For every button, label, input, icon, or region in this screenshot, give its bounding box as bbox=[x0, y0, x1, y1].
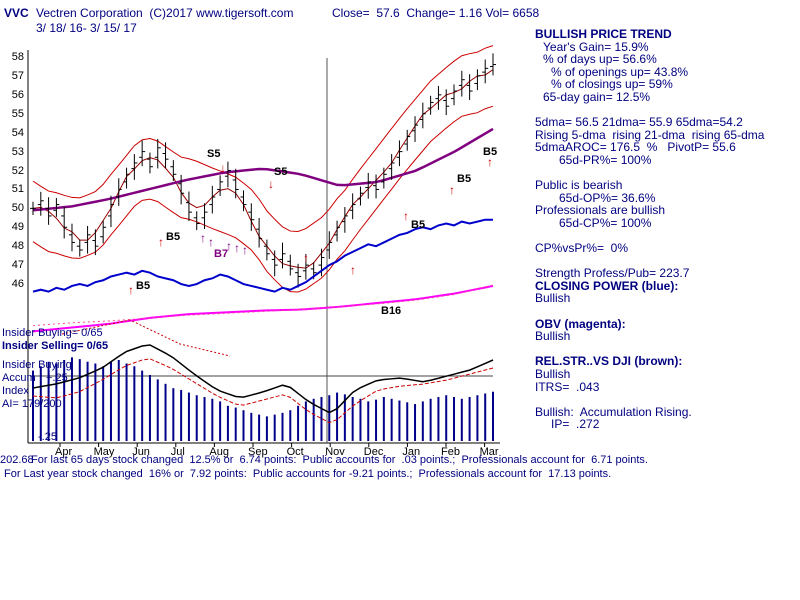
y-axis-tick-label: 55 bbox=[11, 107, 24, 120]
header-title: Vectren Corporation (C)2017 www.tigersof… bbox=[36, 6, 294, 20]
month-label: Jan bbox=[402, 446, 421, 458]
month-label: Feb bbox=[441, 446, 460, 458]
signal-label: B5 bbox=[411, 219, 426, 231]
y-axis-tick-label: 47 bbox=[11, 259, 24, 272]
analysis-line: % of openings up= 43.8% bbox=[551, 64, 689, 79]
analysis-line: Strength Profess/Pub= 223.7 bbox=[535, 266, 690, 281]
date-range: 3/ 18/ 16- 3/ 15/ 17 bbox=[36, 21, 137, 35]
up-arrow-icon: ↑ bbox=[226, 239, 232, 253]
footer-line-2: For Last year stock changed 16% or 7.92 … bbox=[4, 468, 612, 480]
y-axis-tick-label: 53 bbox=[11, 145, 24, 158]
month-label: Jul bbox=[170, 446, 185, 458]
y-axis-tick-label: 56 bbox=[11, 88, 24, 101]
analysis-line: 65-day gain= 12.5% bbox=[543, 89, 651, 104]
accum-pane-title-3: Index bbox=[2, 385, 29, 397]
signal-label: S5 bbox=[207, 148, 221, 160]
up-arrow-icon: ↑ bbox=[303, 251, 309, 265]
up-arrow-icon: ↑ bbox=[350, 263, 356, 277]
ai-value: AI= 179/200 bbox=[2, 398, 62, 410]
footer-overlay-number: 202.68 bbox=[0, 454, 34, 466]
analysis-line: Bullish bbox=[535, 367, 571, 382]
analysis-line: 65d-OP%= 36.6% bbox=[559, 190, 656, 205]
down-arrow-icon: ↓ bbox=[220, 161, 226, 175]
month-label: May bbox=[93, 446, 115, 458]
up-arrow-icon: ↑ bbox=[158, 235, 164, 249]
y-axis-tick-label: 57 bbox=[11, 69, 24, 82]
up-arrow-icon: ↑ bbox=[128, 283, 134, 297]
analysis-line: Bullish bbox=[535, 291, 571, 306]
y-axis-tick-label: 48 bbox=[11, 240, 24, 253]
month-label: Mar bbox=[479, 446, 499, 458]
analysis-line: Public is bearish bbox=[535, 178, 623, 193]
analysis-panel: BULLISH PRICE TREND Year's Gain= 15.9%% o… bbox=[535, 28, 797, 431]
y-axis-tick-label: 58 bbox=[11, 51, 24, 63]
signal-label: B7 bbox=[214, 248, 229, 260]
analysis-line: % of closings up= 59% bbox=[551, 77, 673, 92]
signal-label: S5 bbox=[274, 166, 288, 178]
signal-label: B16 bbox=[381, 305, 402, 317]
y-axis-tick-label: 49 bbox=[11, 221, 24, 234]
up-arrow-icon: ↑ bbox=[449, 183, 455, 197]
month-label: Sep bbox=[248, 446, 268, 458]
month-label: Apr bbox=[55, 446, 73, 458]
analysis-line: REL.STR..VS DJI (brown): bbox=[535, 354, 683, 369]
analysis-line: IP= .272 bbox=[551, 417, 600, 432]
analysis-line: Bullish bbox=[535, 329, 571, 344]
signal-label: B5 bbox=[457, 173, 472, 185]
accum-plus-level: +.25 bbox=[46, 372, 68, 384]
month-label: Dec bbox=[363, 446, 384, 458]
down-arrow-icon: ↓ bbox=[268, 177, 274, 191]
month-label: Nov bbox=[325, 446, 345, 458]
analysis-line bbox=[535, 305, 797, 318]
up-arrow-icon: ↑ bbox=[208, 235, 214, 249]
y-axis-tick-label: 54 bbox=[11, 126, 24, 139]
y-axis-tick-label: 46 bbox=[11, 278, 24, 291]
month-label: Aug bbox=[209, 446, 229, 458]
header-stats: Close= 57.6 Change= 1.16 Vol= 6658 bbox=[332, 6, 540, 20]
analysis-line bbox=[535, 393, 797, 406]
month-label: Oct bbox=[286, 446, 304, 458]
analysis-line: CLOSING POWER (blue): bbox=[535, 278, 679, 293]
up-arrow-icon: ↑ bbox=[242, 243, 248, 257]
signal-label: B5 bbox=[483, 146, 498, 158]
ticker-symbol: VVC bbox=[4, 6, 29, 20]
footer-line-1: For last 65 days stock changed 12.5% or … bbox=[31, 454, 648, 466]
analysis-line: Year's Gain= 15.9% bbox=[543, 39, 649, 54]
y-axis-tick-label: 50 bbox=[11, 202, 24, 215]
analysis-line: 65d-PR%= 100% bbox=[559, 152, 652, 167]
insider-buying-label: Insider Buying= 0/65 bbox=[2, 327, 103, 339]
y-axis-tick-label: 52 bbox=[11, 164, 24, 177]
analysis-line: Rising 5-dma rising 21-dma rising 65-dma bbox=[535, 127, 765, 142]
analysis-line: Professionals are bullish bbox=[535, 203, 666, 218]
analysis-line: % of days up= 56.6% bbox=[543, 52, 657, 67]
analysis-line: ITRS= .043 bbox=[535, 379, 600, 394]
analysis-line: CP%vsPr%= 0% bbox=[535, 241, 629, 256]
up-arrow-icon: ↑ bbox=[200, 231, 206, 245]
up-arrow-icon: ↑ bbox=[234, 241, 240, 255]
analysis-line: 5dma= 56.5 21dma= 55.9 65dma=54.2 bbox=[535, 115, 743, 130]
analysis-line: Bullish: Accumulation Rising. bbox=[535, 404, 692, 419]
analysis-line: BULLISH PRICE TREND bbox=[535, 27, 672, 41]
up-arrow-icon: ↑ bbox=[487, 155, 493, 169]
accum-pane-title-1: Insider Buying bbox=[2, 359, 72, 371]
y-axis-tick-label: 51 bbox=[11, 183, 24, 196]
month-label: Jun bbox=[132, 446, 150, 458]
up-arrow-icon: ↑ bbox=[403, 209, 409, 223]
signal-label: B5 bbox=[166, 231, 181, 243]
accum-minus-level: -.25 bbox=[38, 431, 57, 443]
analysis-line: 5dmaAROC= 176.5 % PivotP= 55.6 bbox=[535, 140, 736, 155]
signal-label: B5 bbox=[136, 280, 151, 292]
insider-selling-label: Insider Selling= 0/65 bbox=[2, 340, 109, 352]
analysis-line: 65d-CP%= 100% bbox=[559, 215, 652, 230]
analysis-line: OBV (magenta): bbox=[535, 316, 626, 331]
accum-pane-title-2: Accum bbox=[2, 372, 36, 384]
